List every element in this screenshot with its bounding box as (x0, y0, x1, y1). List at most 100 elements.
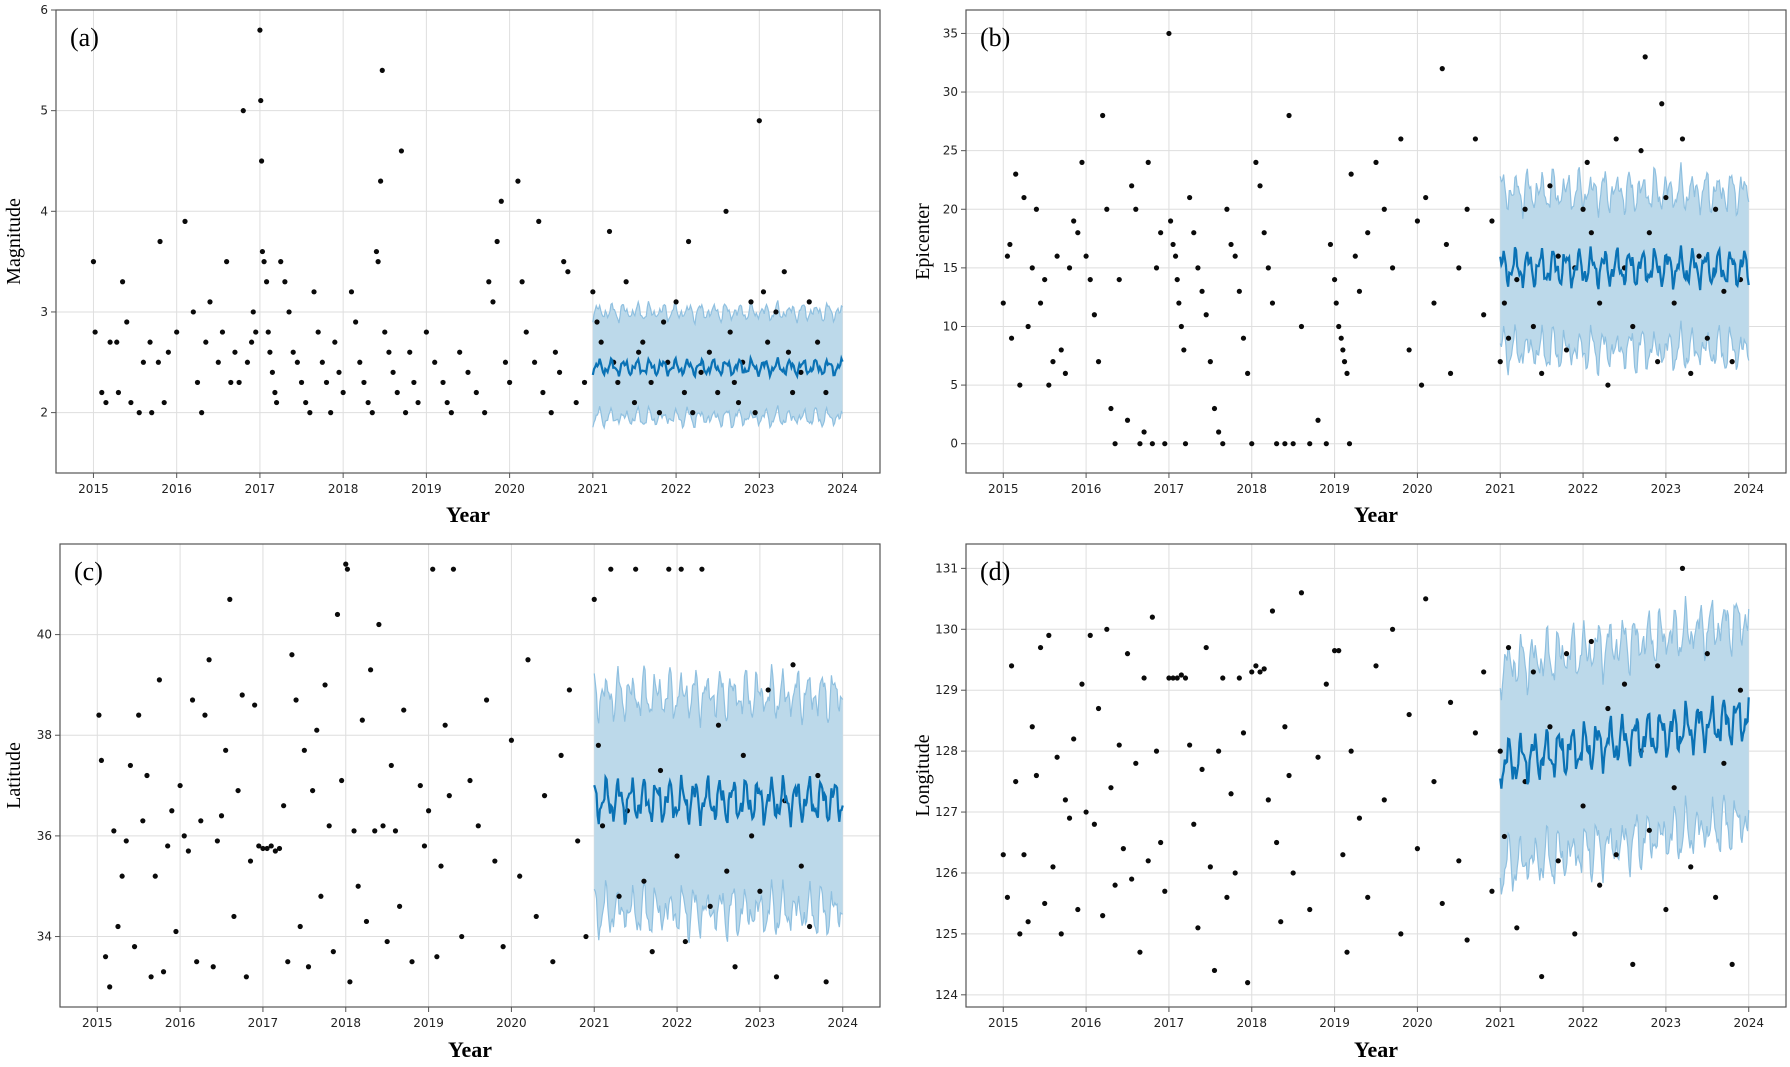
x-tick-label: 2015 (78, 482, 109, 496)
data-point (1182, 441, 1189, 447)
x-tick-label: 2019 (411, 482, 442, 496)
data-point (147, 339, 153, 345)
data-point (144, 772, 150, 779)
data-point (1265, 265, 1271, 271)
data-point (648, 379, 654, 386)
data-point (1141, 675, 1147, 681)
data-point (421, 843, 428, 849)
data-point (1489, 888, 1495, 894)
data-point (1489, 218, 1495, 224)
data-point (384, 938, 390, 945)
data-point (1079, 681, 1085, 687)
data-point (790, 662, 796, 668)
data-point (566, 687, 572, 693)
data-point (1323, 441, 1329, 447)
data-point (1501, 300, 1507, 306)
forecast-line (593, 773, 844, 828)
data-point (1108, 785, 1114, 791)
data-point (1356, 815, 1363, 821)
data-point (173, 928, 179, 935)
data-point (1269, 608, 1276, 614)
data-point (261, 259, 267, 265)
data-point (1638, 148, 1644, 154)
data-point (1315, 754, 1321, 760)
data-point (303, 399, 309, 406)
data-point (1141, 429, 1147, 435)
data-point (1050, 864, 1056, 870)
data-point (1017, 382, 1023, 388)
data-point (339, 777, 345, 784)
x-tick-label: 2015 (988, 482, 1019, 496)
data-point (278, 259, 284, 265)
data-point (508, 737, 515, 743)
data-point (1282, 724, 1288, 730)
data-point (1336, 648, 1342, 654)
data-point (674, 853, 680, 859)
y-tick-label: 38 (37, 728, 52, 742)
data-point (252, 702, 258, 708)
data-point (425, 808, 432, 814)
data-point (390, 369, 396, 375)
data-point (276, 845, 283, 852)
data-point (1054, 253, 1060, 259)
data-point (798, 369, 804, 375)
data-point (1149, 441, 1155, 447)
data-point (415, 399, 421, 406)
x-tick-label: 2016 (1071, 1016, 1102, 1030)
data-point (1338, 335, 1344, 341)
data-point (1004, 894, 1011, 900)
data-point (1004, 253, 1011, 259)
data-point (218, 813, 225, 819)
data-point (401, 707, 407, 713)
data-point (1737, 687, 1744, 693)
data-point (699, 566, 705, 572)
data-point (1178, 323, 1184, 330)
data-point (1307, 906, 1313, 913)
data-point (1017, 931, 1023, 937)
data-point (165, 349, 171, 355)
data-point (486, 279, 492, 285)
data-point (1340, 852, 1346, 858)
data-point (1563, 651, 1570, 657)
data-point (540, 389, 546, 396)
data-point (1679, 136, 1686, 142)
data-point (707, 903, 713, 909)
data-point (1530, 669, 1536, 675)
data-point (323, 379, 330, 386)
data-point (815, 772, 821, 779)
data-point (417, 782, 423, 789)
data-point (259, 248, 266, 255)
data-point (253, 329, 259, 335)
data-point (326, 823, 332, 829)
data-point (1580, 803, 1586, 809)
data-point (227, 596, 233, 602)
data-point (1365, 894, 1371, 900)
data-point (467, 777, 473, 784)
forecast-line (591, 354, 844, 381)
data-point (1340, 347, 1346, 353)
data-point (269, 369, 276, 375)
data-point (640, 339, 646, 345)
data-point (757, 888, 763, 894)
data-point (131, 944, 138, 950)
data-point (1216, 748, 1222, 754)
data-point (1249, 669, 1255, 675)
data-point (140, 818, 146, 824)
x-axis-label: Year (1354, 1037, 1398, 1062)
x-tick-label: 2023 (1651, 1016, 1682, 1030)
y-tick-label: 0 (950, 437, 958, 451)
data-point (1129, 183, 1135, 189)
data-point (814, 339, 821, 345)
data-point (681, 389, 688, 396)
data-point (448, 410, 454, 416)
data-point (595, 742, 601, 748)
data-point (1655, 359, 1661, 365)
forecast-lower-bound (1499, 794, 1750, 895)
data-point (1253, 159, 1259, 165)
data-point (459, 933, 465, 940)
data-point (243, 974, 249, 980)
data-point (386, 349, 392, 355)
x-axis-label: Year (448, 1037, 492, 1062)
data-point (378, 178, 384, 184)
y-tick-label: 6 (40, 3, 48, 17)
